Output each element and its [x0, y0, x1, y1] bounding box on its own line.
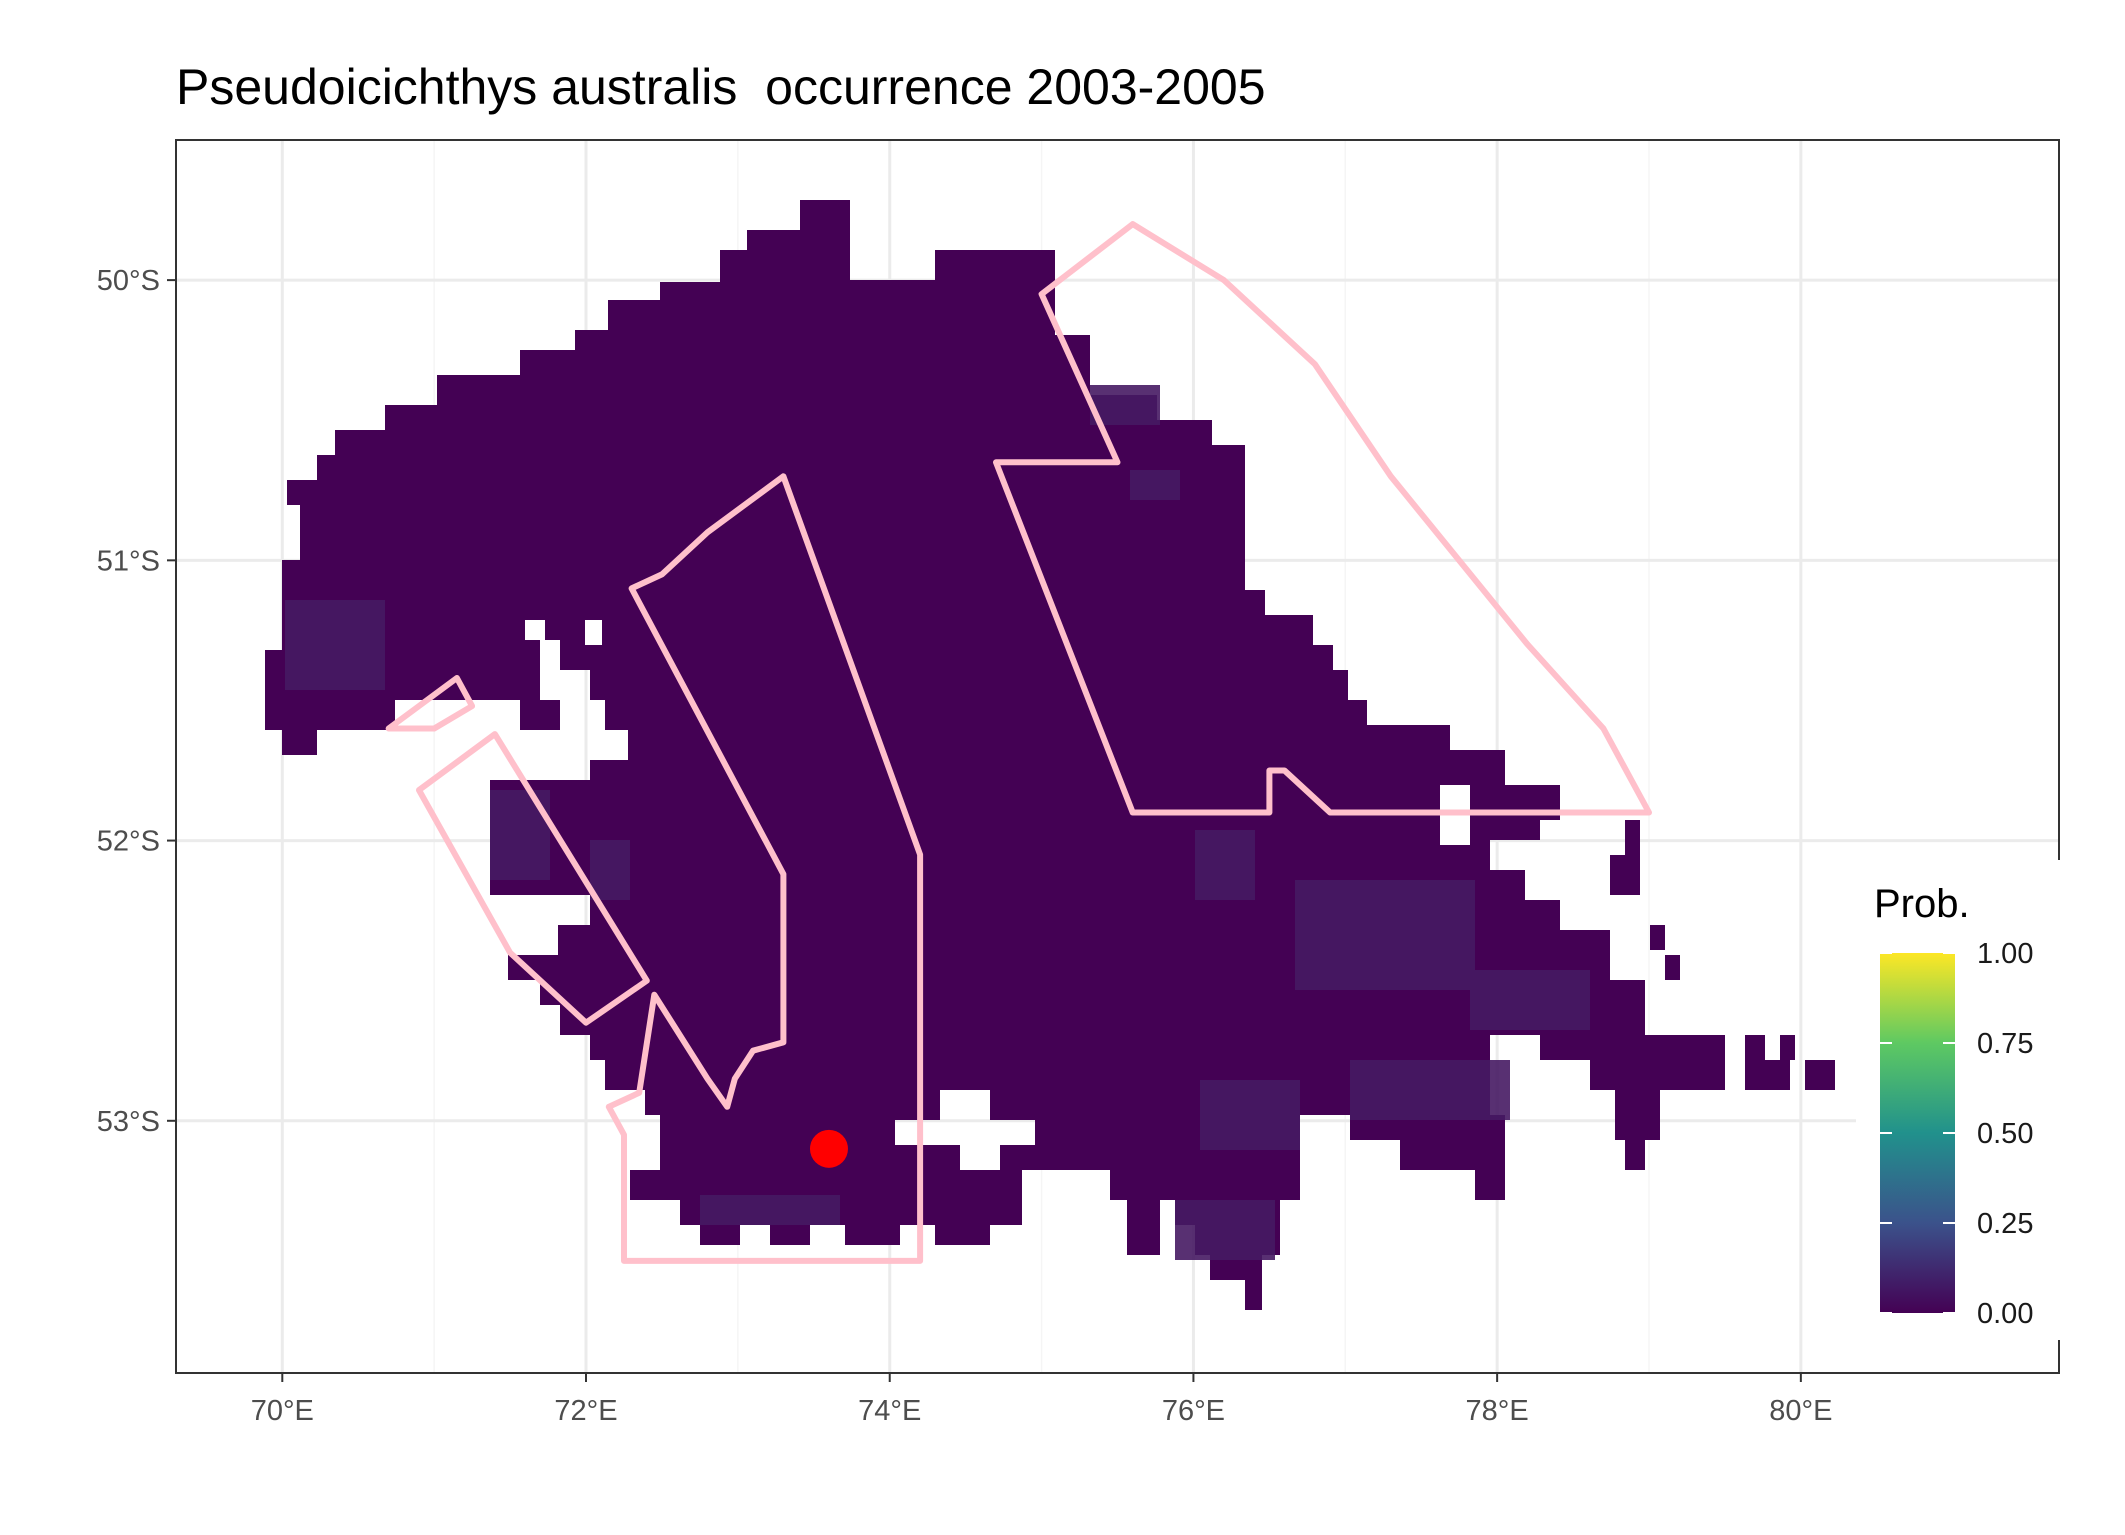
probability-raster: [265, 200, 1835, 1310]
legend: 1.00 0.75 0.50 0.25 0.00: [1856, 860, 2066, 1340]
legend-colorbar: [1880, 953, 1955, 1313]
management-area-area-1: [385, 675, 476, 732]
management-areas: [385, 221, 1652, 1264]
x-tick-label: 70°E: [251, 1395, 314, 1427]
occurrence-point: [809, 1129, 848, 1168]
legend-tick-label: 0.75: [1977, 1028, 2033, 1060]
legend-tick-label: 0.50: [1977, 1118, 2033, 1150]
management-area-area-3: [605, 473, 924, 1264]
legend-tick-label: 1.00: [1977, 938, 2033, 970]
y-tick-label: 50°S: [97, 265, 160, 297]
management-area-area-2: [416, 731, 650, 1026]
legend-tick-label: 0.25: [1977, 1208, 2033, 1240]
x-axis: 70°E 72°E 74°E 76°E 78°E 80°E: [251, 1373, 1832, 1427]
panel-border: [175, 139, 2060, 1374]
page-title: Pseudoicichthys australis occurrence 200…: [176, 59, 1266, 115]
x-tick-label: 72°E: [554, 1395, 617, 1427]
y-tick-label: 53°S: [97, 1106, 160, 1138]
raster-main: [265, 200, 1835, 1310]
y-tick-label: 51°S: [97, 545, 160, 577]
x-tick-label: 74°E: [858, 1395, 921, 1427]
x-tick-label: 78°E: [1466, 1395, 1529, 1427]
y-axis: 50°S 51°S 52°S 53°S: [97, 265, 176, 1138]
raster-variation: [285, 385, 1590, 1260]
management-area-area-4: [993, 221, 1652, 816]
x-tick-label: 80°E: [1769, 1395, 1832, 1427]
y-tick-label: 52°S: [97, 826, 160, 858]
legend-tick-label: 0.00: [1977, 1298, 2033, 1330]
legend-title: Prob.: [1874, 882, 1970, 926]
x-tick-label: 76°E: [1162, 1395, 1225, 1427]
